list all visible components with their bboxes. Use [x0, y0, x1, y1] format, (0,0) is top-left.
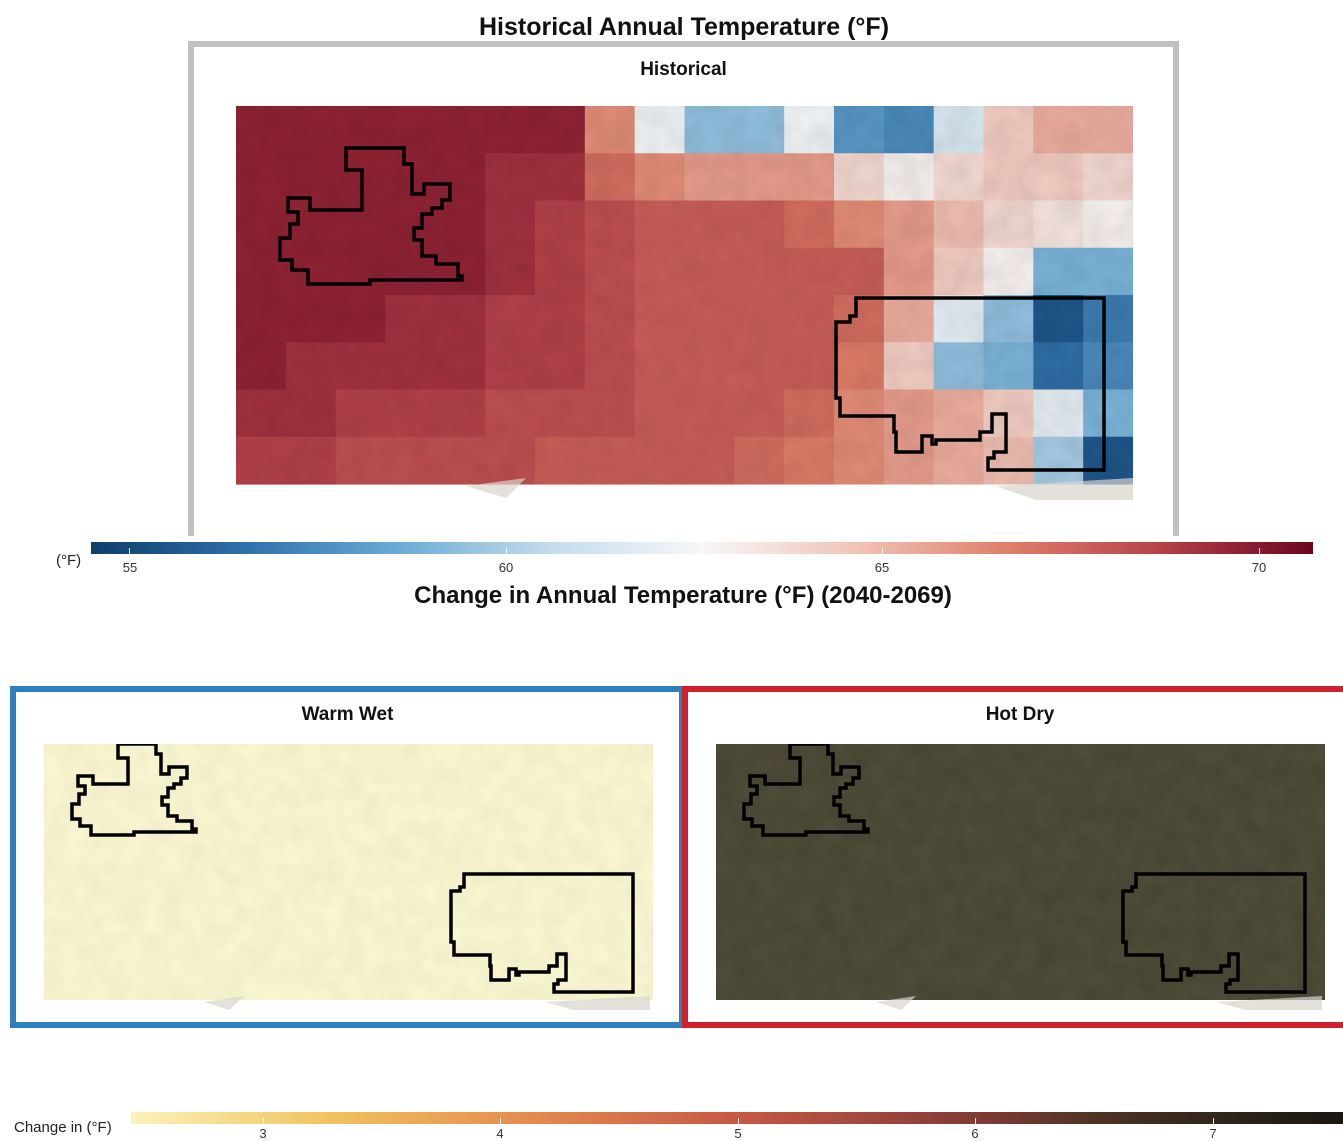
- boundary-east: [449, 872, 635, 994]
- historical-colorbar: [91, 542, 1313, 554]
- hot-dry-frame: [682, 686, 1343, 1028]
- change-tick-mark: [975, 1118, 976, 1124]
- boundary-west: [742, 744, 870, 837]
- hillshade-fringe: [466, 478, 1133, 500]
- historical-temperature-map: [236, 106, 1133, 502]
- hillshade-fringe: [876, 996, 1322, 1010]
- historical-tick-mark: [882, 548, 883, 554]
- change-tick-label: 4: [496, 1126, 504, 1141]
- change-tick-label: 5: [734, 1126, 742, 1141]
- terrain-hillshade: [716, 744, 1325, 1000]
- hot-dry-map: [716, 744, 1325, 1012]
- historical-tick-label: 55: [122, 560, 138, 575]
- warm-wet-map: [44, 744, 653, 1012]
- change-tick-label: 7: [1209, 1126, 1217, 1141]
- warm-wet-title: Warm Wet: [301, 704, 394, 725]
- change-tick-label: 6: [971, 1126, 979, 1141]
- boundary-west: [70, 744, 198, 837]
- historical-tick-label: 60: [498, 560, 514, 575]
- terrain-hillshade: [44, 744, 653, 1000]
- change-tick-mark: [263, 1118, 264, 1124]
- change-tick-label: 3: [259, 1126, 267, 1141]
- historical-frame: [188, 41, 1179, 536]
- change-legend-unit: Change in (°F): [14, 1119, 112, 1136]
- historical-title: Historical Annual Temperature (°F): [478, 13, 890, 41]
- change-tick-mark: [500, 1118, 501, 1124]
- change-tick-mark: [1213, 1118, 1214, 1124]
- change-colorbar: [131, 1112, 1343, 1124]
- historical-tick-mark: [1259, 548, 1260, 554]
- boundary-west: [278, 146, 464, 286]
- change-title: Change in Annual Temperature (°F) (2040-…: [414, 582, 952, 609]
- boundary-east: [834, 296, 1106, 472]
- terrain-hillshade: [236, 106, 1133, 484]
- historical-tick-label: 70: [1251, 560, 1267, 575]
- historical-tick-label: 65: [874, 560, 890, 575]
- historical-legend-unit: (°F): [56, 552, 82, 569]
- boundary-east: [1121, 872, 1307, 994]
- change-tick-mark: [738, 1118, 739, 1124]
- historical-tick-mark: [129, 548, 130, 554]
- historical-tick-mark: [506, 548, 507, 554]
- historical-panel-title: Historical: [640, 59, 727, 80]
- hot-dry-title: Hot Dry: [985, 704, 1055, 725]
- hillshade-fringe: [204, 996, 650, 1010]
